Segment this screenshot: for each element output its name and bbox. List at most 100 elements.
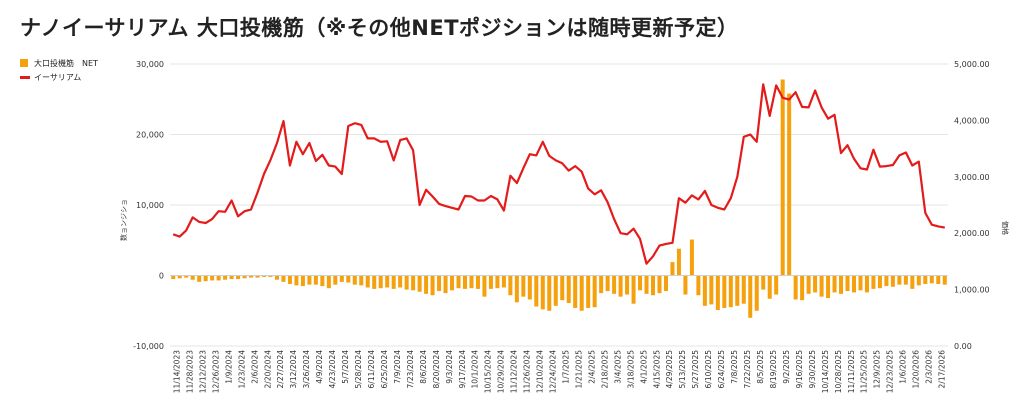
y-left-axis-label: 数ョンジショ [119, 199, 128, 241]
net-bar [527, 275, 532, 300]
x-tick-label: 8/20/2024 [432, 350, 441, 389]
net-bar [203, 275, 208, 282]
net-bar [657, 275, 662, 294]
y-left-tick-label: 30,000 [136, 60, 164, 69]
net-bar [813, 275, 818, 293]
net-bar [923, 275, 928, 284]
y-left-tick-label: 10,000 [136, 201, 164, 210]
net-bar [553, 275, 558, 306]
net-bar [261, 275, 267, 277]
y-right-axis-label: 価格 [1001, 221, 1010, 235]
net-bar [391, 275, 396, 289]
net-bar [456, 275, 461, 289]
net-bar [236, 275, 241, 280]
x-tick-label: 3/4/2025 [613, 350, 622, 384]
x-tick-label: 3/12/2024 [289, 350, 298, 389]
net-bar [333, 275, 338, 285]
x-tick-label: 10/29/2024 [497, 350, 506, 393]
net-bar [573, 275, 578, 308]
x-tick-label: 3/18/2025 [626, 350, 635, 389]
net-bar [307, 275, 312, 285]
net-bar [819, 275, 824, 297]
net-bar [663, 275, 668, 292]
x-tick-label: 7/8/2025 [730, 350, 739, 384]
net-bar [320, 275, 325, 287]
net-bar [534, 275, 539, 307]
x-tick-label: 2/18/2025 [600, 350, 609, 389]
net-bar [495, 275, 500, 289]
net-bar [897, 275, 902, 285]
x-tick-label: 11/11/2025 [847, 350, 856, 393]
x-tick-label: 1/6/2026 [899, 350, 908, 384]
net-bar [547, 275, 552, 311]
net-bar [197, 275, 202, 282]
x-tick-label: 5/7/2024 [341, 350, 350, 384]
y-right-tick-label: 0.00 [954, 342, 972, 351]
net-bar [780, 79, 785, 276]
y-right-tick-label: 1,000.00 [954, 286, 990, 295]
net-bar [936, 275, 941, 284]
y-right-tick-label: 4,000.00 [954, 116, 990, 125]
x-tick-label: 12/26/2023 [211, 350, 220, 393]
x-tick-label: 1/9/2024 [224, 350, 233, 384]
net-bar [450, 275, 455, 291]
net-bar [884, 275, 889, 287]
x-tick-label: 6/10/2025 [704, 350, 713, 389]
x-tick-label: 5/28/2024 [354, 350, 363, 389]
x-tick-label: 12/10/2024 [536, 350, 545, 393]
net-bar [793, 275, 798, 300]
net-bar [800, 275, 805, 301]
net-bar [443, 275, 448, 294]
net-bar [242, 275, 247, 279]
net-bar [826, 275, 831, 299]
y-left-tick-label: 20,000 [136, 131, 164, 140]
y-right-tick-label: 2,000.00 [954, 229, 990, 238]
net-bar [378, 275, 383, 289]
x-tick-label: 10/15/2024 [484, 350, 493, 393]
net-bar [579, 275, 584, 311]
net-bar [839, 275, 844, 294]
net-bar [696, 275, 701, 296]
x-tick-label: 2/27/2024 [276, 350, 285, 389]
x-tick-label: 11/14/2023 [173, 350, 182, 393]
x-tick-label: 6/24/2025 [717, 350, 726, 389]
net-bar [858, 275, 863, 291]
net-bar [417, 275, 422, 292]
x-tick-label: 9/16/2025 [795, 350, 804, 389]
legend-swatch-price [20, 75, 30, 79]
net-bar [488, 275, 493, 289]
net-bar [916, 275, 921, 286]
x-tick-label: 12/24/2024 [549, 350, 558, 393]
net-bar [274, 275, 279, 280]
net-bar [475, 275, 480, 289]
x-tick-label: 8/6/2024 [419, 350, 428, 384]
chart-title: ナノイーサリアム 大口投機筋（※その他NETポジションは随時更新予定） [20, 16, 739, 40]
net-bar [644, 275, 649, 294]
x-tick-label: 3/26/2024 [302, 350, 311, 389]
net-bar [184, 275, 189, 278]
x-tick-label: 8/5/2025 [756, 350, 765, 384]
legend-swatch-net [20, 59, 28, 67]
net-bar [754, 275, 759, 311]
x-tick-label: 11/28/2023 [185, 350, 194, 393]
x-tick-label: 12/9/2025 [873, 350, 882, 389]
net-bar [910, 275, 915, 289]
x-tick-label: 2/3/2026 [925, 350, 934, 384]
net-bar [605, 275, 610, 292]
x-tick-label: 4/1/2025 [639, 350, 648, 384]
x-tick-label: 10/1/2024 [471, 350, 480, 389]
x-tick-label: 2/17/2026 [938, 350, 947, 389]
net-bar [832, 275, 837, 293]
net-bar [741, 275, 746, 304]
net-bar [599, 275, 604, 294]
net-bar [702, 275, 707, 306]
legend-label-price: イーサリアム [34, 72, 82, 82]
net-bar [300, 275, 305, 287]
net-bar [210, 275, 215, 281]
x-tick-label: 1/7/2025 [562, 350, 571, 384]
price-line [172, 83, 945, 265]
net-bar [424, 275, 429, 294]
x-tick-label: 12/12/2023 [198, 350, 207, 393]
net-bar [437, 275, 442, 292]
